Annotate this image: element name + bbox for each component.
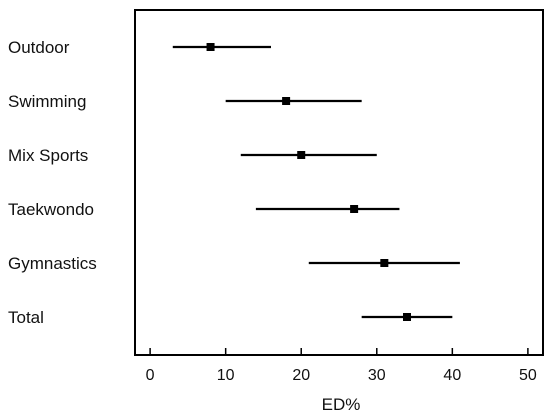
category-label-outdoor: Outdoor <box>8 38 70 57</box>
estimate-marker-mix-sports <box>297 151 306 159</box>
x-tick-label-30: 30 <box>368 367 386 384</box>
estimate-marker-outdoor <box>206 43 215 51</box>
plot-marks <box>172 43 460 321</box>
plot-frame <box>134 9 544 356</box>
estimate-marker-taekwondo <box>350 205 359 213</box>
category-label-swimming: Swimming <box>8 92 86 111</box>
estimate-marker-gymnastics <box>380 259 389 267</box>
x-tick-label-20: 20 <box>292 367 310 384</box>
category-labels: Outdoor Swimming Mix Sports Taekwondo Gymnas… <box>8 38 97 327</box>
category-label-mix-sports: Mix Sports <box>8 146 88 165</box>
x-tick-label-10: 10 <box>217 367 235 384</box>
x-tick-label-40: 40 <box>443 367 461 384</box>
category-label-taekwondo: Taekwondo <box>8 200 94 219</box>
category-label-gymnastics: Gymnastics <box>8 254 97 273</box>
category-label-total: Total <box>8 308 44 327</box>
x-tick-label-0: 0 <box>146 367 155 384</box>
x-axis-title: ED% <box>322 395 361 414</box>
estimate-marker-swimming <box>282 97 291 105</box>
x-axis: 0 10 20 30 40 50 <box>146 348 537 384</box>
x-tick-label-50: 50 <box>519 367 537 384</box>
estimate-marker-total <box>403 313 411 321</box>
